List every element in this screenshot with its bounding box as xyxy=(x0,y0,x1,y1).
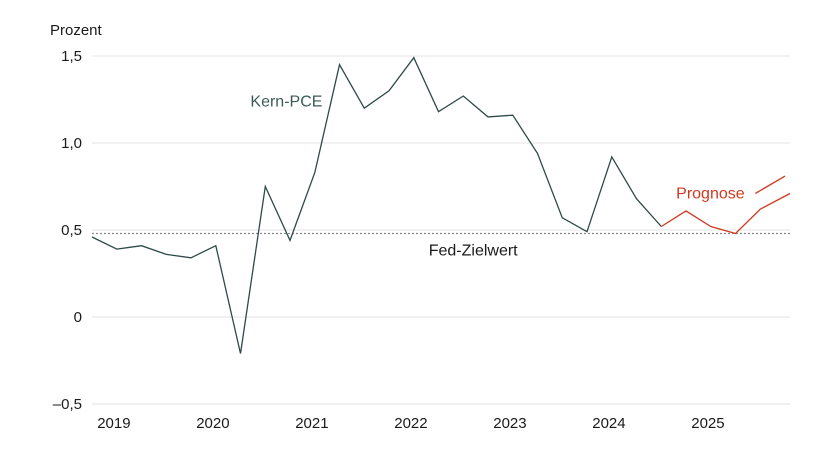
x-tick-label: 2023 xyxy=(493,415,526,432)
y-tick-label: 0 xyxy=(74,309,82,326)
y-tick-label: 1,5 xyxy=(61,48,82,65)
x-tick-label: 2024 xyxy=(592,415,625,432)
series-line-kern-pce xyxy=(91,56,662,354)
series-line-prognose xyxy=(660,192,791,235)
prognose-annotation-arrow xyxy=(755,175,786,195)
x-axis-ticks: 2019 2020 2021 2022 2023 2024 2025 xyxy=(97,415,724,432)
series-label-kern-pce: Kern-PCE xyxy=(250,93,322,110)
gridlines xyxy=(92,55,790,405)
y-tick-label: 0,5 xyxy=(61,222,82,239)
x-tick-label: 2019 xyxy=(97,415,130,432)
y-tick-label: –0,5 xyxy=(53,396,82,413)
y-axis-unit-label: Prozent xyxy=(50,22,103,39)
y-tick-label: 1,0 xyxy=(61,135,82,152)
series-label-prognose: Prognose xyxy=(676,186,745,203)
x-tick-label: 2025 xyxy=(691,415,724,432)
x-tick-label: 2021 xyxy=(295,415,328,432)
x-tick-label: 2022 xyxy=(394,415,427,432)
x-tick-label: 2020 xyxy=(196,415,229,432)
fed-target-label: Fed-Zielwert xyxy=(429,242,518,259)
y-axis-ticks: 1,5 1,0 0,5 0 –0,5 xyxy=(53,48,82,413)
